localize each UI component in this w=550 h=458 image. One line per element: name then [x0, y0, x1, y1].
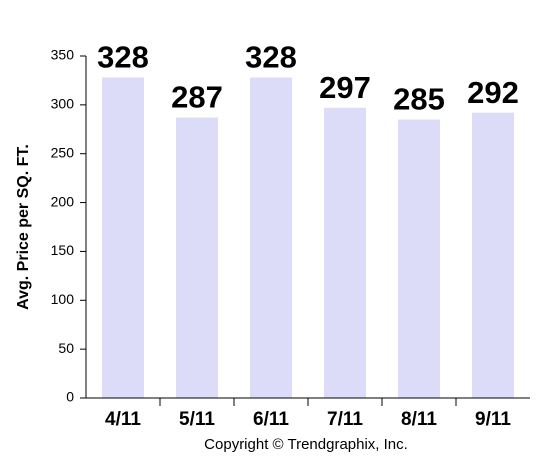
- bar: [250, 77, 292, 399]
- value-label: 285: [393, 82, 445, 117]
- x-tick-label: 9/11: [475, 409, 511, 430]
- y-tick-label: 250: [51, 144, 75, 160]
- y-tick-label: 150: [51, 242, 75, 258]
- bar: [176, 117, 218, 398]
- value-label: 287: [171, 80, 223, 115]
- bar: [102, 77, 144, 399]
- value-label: 328: [97, 40, 149, 75]
- bar: [472, 112, 514, 398]
- y-tick-label: 0: [66, 389, 74, 405]
- value-label: 328: [245, 40, 297, 75]
- x-tick-label: 4/11: [105, 409, 141, 430]
- y-axis-label: Avg. Price per SQ. FT.: [15, 144, 32, 310]
- x-axis-label: Copyright © Trendgraphix, Inc.: [204, 436, 408, 453]
- bar: [324, 107, 366, 398]
- y-tick-label: 50: [58, 340, 74, 356]
- x-tick-label: 7/11: [327, 409, 363, 430]
- y-tick-label: 350: [51, 47, 75, 63]
- y-tick-label: 300: [51, 96, 75, 112]
- x-tick-label: 8/11: [401, 409, 437, 430]
- value-label: 297: [319, 70, 371, 105]
- value-label: 292: [467, 75, 519, 110]
- x-tick-label: 5/11: [179, 409, 215, 430]
- x-tick-label: 6/11: [253, 409, 289, 430]
- y-tick-label: 200: [51, 193, 75, 209]
- y-tick-label: 100: [51, 291, 75, 307]
- bar: [398, 119, 440, 398]
